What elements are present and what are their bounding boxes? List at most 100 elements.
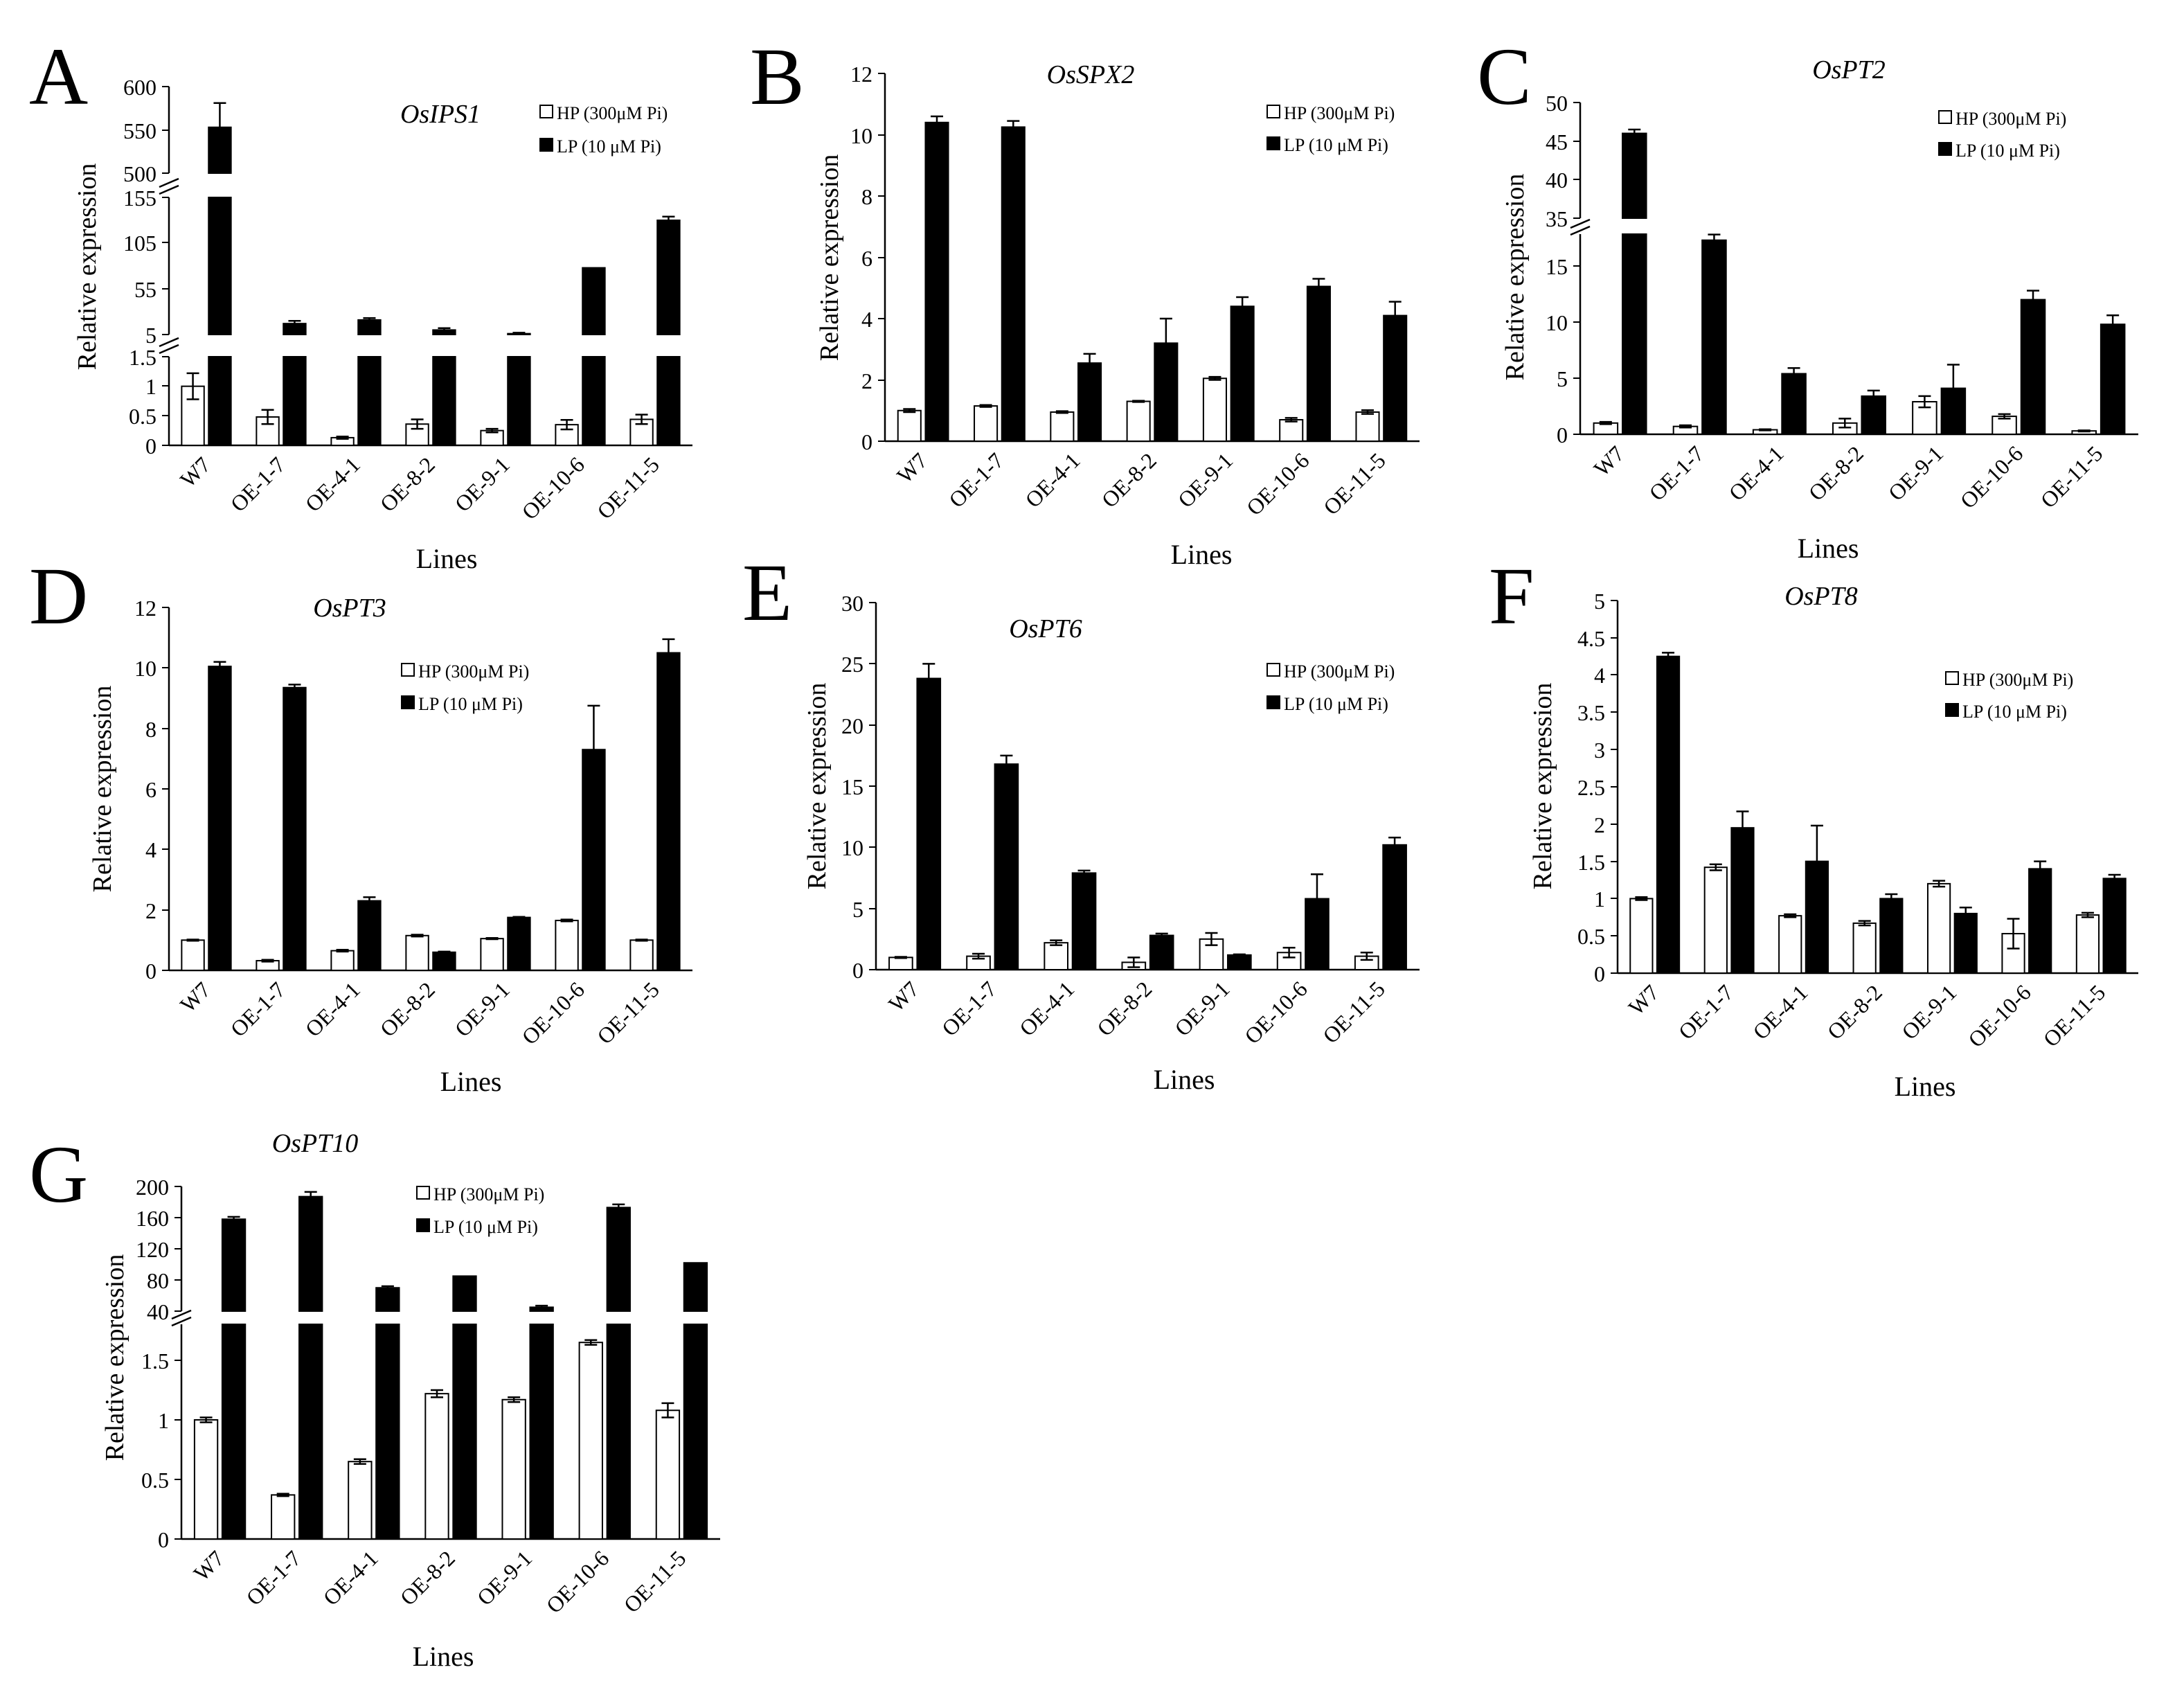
lp-bar-oe-9-1: [1227, 954, 1252, 971]
hp-bar-w7: [888, 957, 913, 971]
error-bar: [930, 115, 943, 130]
legend-swatch-hp: [401, 663, 415, 677]
lp-bar-oe-8-2: [1149, 934, 1174, 970]
lp-bar-oe-1-7-part: [298, 1324, 323, 1540]
error-bar: [1282, 946, 1296, 959]
lp-bar-w7-part: [208, 197, 232, 335]
x-tick-label: OE-11-5: [592, 452, 664, 524]
axis-break-mark: [1570, 218, 1591, 229]
x-tick-label: OE-8-2: [375, 452, 440, 516]
y-tick-label: 0: [158, 1527, 169, 1552]
panel-f: F OsPT8 0 0.5 1 1.5 2 2.5 3 3.5 4 4.5 5 W7 OE-1-7 OE-4-…: [1489, 551, 2138, 1102]
legend-label-lp: LP (10 μM Pi): [557, 136, 661, 157]
error-bar: [1662, 652, 1675, 661]
error-bar: [1628, 128, 1641, 139]
x-tick-label: OE-11-5: [2038, 979, 2110, 1051]
hp-bar-oe-10-6: [555, 424, 579, 447]
error-bar: [508, 1396, 521, 1403]
legend: HP (300μM Pi) LP (10 μM Pi): [539, 103, 668, 157]
chart-title: OsPT6: [1009, 614, 1082, 643]
legend-label-lp: LP (10 μM Pi): [1284, 694, 1388, 714]
x-tick-label: OE-4-1: [1020, 447, 1084, 512]
error-bar: [1310, 873, 1323, 925]
error-bar: [1388, 836, 1402, 853]
y-tick-label: 0: [145, 434, 156, 459]
error-bar: [635, 413, 648, 425]
error-bar: [261, 409, 274, 425]
y-tick-label: 1: [1594, 887, 1605, 911]
error-bar: [213, 102, 226, 152]
panel-letter: F: [1489, 551, 1534, 641]
lp-bar-oe-4-1: [357, 900, 382, 971]
error-bar: [438, 950, 451, 954]
axis-break-mark: [159, 184, 179, 195]
chart-title: OsPT10: [272, 1129, 359, 1158]
y-tick-label: 15: [841, 774, 863, 799]
y-tick-label: 120: [136, 1237, 169, 1262]
x-tick-label: OE-9-1: [450, 977, 514, 1041]
lp-bar-oe-10-6: [606, 1207, 631, 1312]
bars: [1593, 128, 2126, 436]
x-axis-label: Lines: [440, 1066, 502, 1097]
lp-bar-oe-1-7-part: [283, 356, 307, 446]
legend-label-hp: HP (300μM Pi): [433, 1184, 544, 1204]
error-bar: [979, 404, 992, 408]
legend-swatch-hp: [416, 1186, 430, 1200]
y-tick-label: 160: [136, 1206, 169, 1231]
error-bar: [1159, 317, 1172, 369]
chart-title: OsPT3: [313, 594, 386, 623]
bars: [888, 663, 1407, 971]
error-bar: [1132, 400, 1145, 403]
x-tick-label: OE-4-1: [301, 452, 365, 516]
chart-title: OsIPS1: [400, 100, 481, 129]
error-bar: [485, 937, 499, 941]
y-tick-label: 0: [861, 429, 872, 454]
legend-label-hp: HP (300μM Pi): [1284, 103, 1395, 123]
panel-letter: E: [742, 547, 792, 638]
lp-bar-oe-1-7: [1001, 126, 1026, 442]
error-bar: [2034, 860, 2047, 878]
y-tick-label: 1.5: [1577, 850, 1605, 875]
error-bar: [612, 1203, 625, 1212]
hp-bar-oe-11-5: [655, 1409, 681, 1540]
bars: [193, 1191, 708, 1540]
y-tick-label: 10: [841, 835, 863, 860]
axis-break-mark: [171, 1309, 192, 1320]
error-bar: [261, 959, 274, 963]
error-bar: [381, 1285, 394, 1290]
lp-bar-oe-1-7: [298, 1195, 323, 1312]
error-bar: [584, 1339, 598, 1346]
x-tick-label: OE-9-1: [1883, 441, 1948, 505]
error-bar: [1050, 939, 1063, 946]
legend-swatch-lp: [1938, 142, 1952, 156]
y-tick-label: 155: [123, 186, 156, 211]
error-bar: [922, 663, 936, 694]
x-tick-label: OE-1-7: [1644, 441, 1708, 505]
lp-bar-oe-4-1: [1781, 373, 1807, 436]
hp-bar-oe-1-7: [974, 405, 999, 442]
x-tick-label: OE-1-7: [944, 447, 1008, 512]
bars: [181, 102, 681, 447]
y-axis-label: Relative expression: [1528, 683, 1557, 890]
panel-g: G OsPT10 40 80 120 160 200 0 0.5 1 1.5 W7 OE-1-7 OE-4…: [29, 1129, 720, 1672]
error-bar: [485, 427, 499, 434]
hp-bar-oe-10-6: [578, 1342, 603, 1540]
lp-bar-oe-1-7: [994, 763, 1019, 970]
x-tick-label: W7: [884, 976, 924, 1016]
y-tick-label: 200: [136, 1175, 169, 1200]
legend-swatch-hp: [1945, 671, 1959, 685]
lp-bar-w7: [1622, 132, 1647, 220]
x-tick-label: OE-10-6: [517, 452, 589, 524]
hp-bar-w7: [181, 939, 205, 972]
error-bar: [1077, 869, 1091, 877]
error-bar: [411, 934, 424, 938]
lp-bar-oe-4-1-part: [375, 1324, 400, 1540]
x-tick-label: OE-8-2: [1823, 979, 1887, 1044]
x-axis-label: Lines: [1895, 1071, 1956, 1102]
hp-bar-w7: [1629, 898, 1654, 975]
y-tick-label: 4.5: [1577, 626, 1605, 651]
x-tick-label: OE-8-2: [395, 1545, 460, 1610]
error-bar: [2027, 290, 2040, 310]
error-bar: [2007, 918, 2020, 950]
